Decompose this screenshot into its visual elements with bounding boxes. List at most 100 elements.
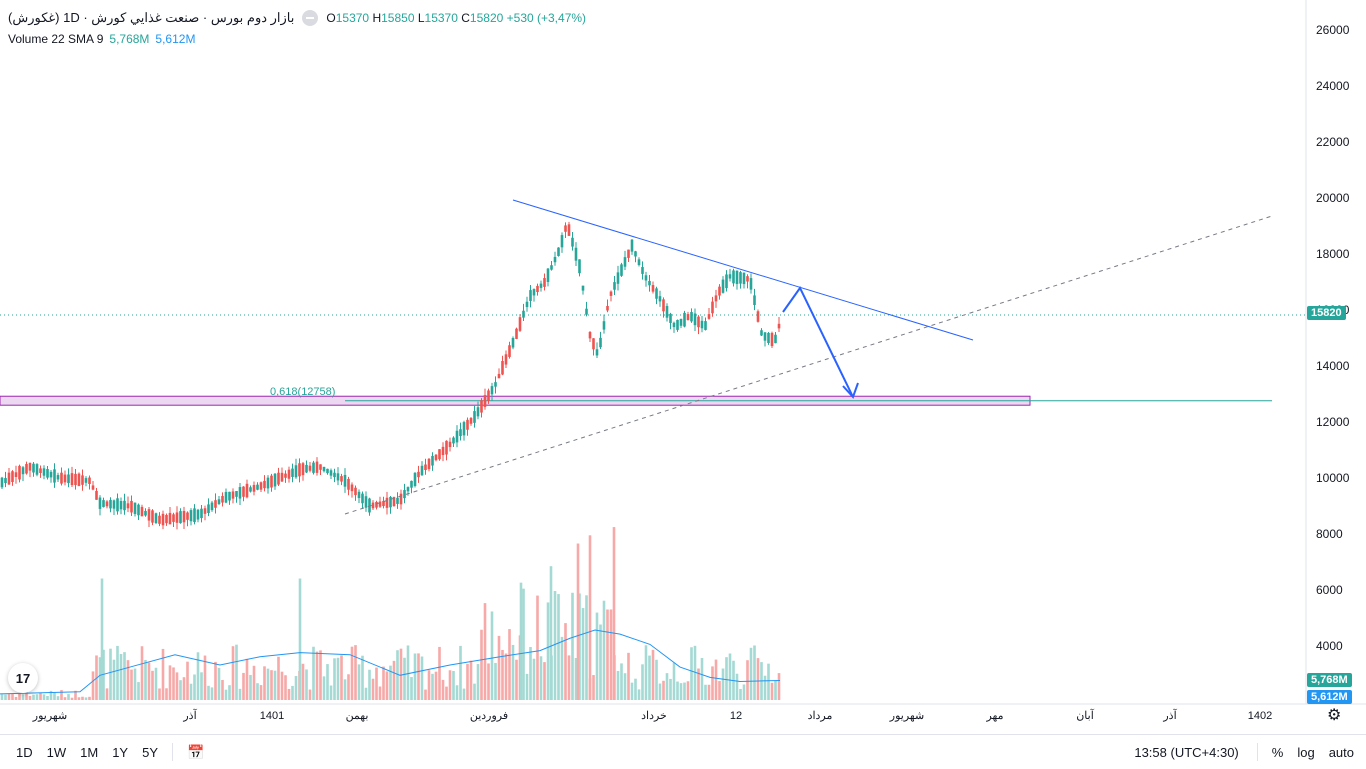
candle-body — [662, 299, 665, 312]
candle-body — [480, 400, 483, 413]
volume-bar — [39, 692, 42, 700]
candle-body — [697, 316, 700, 328]
candle-body — [578, 259, 581, 274]
x-tick-label: مرداد — [808, 710, 833, 722]
volume-bar — [770, 682, 774, 700]
volume-bar — [746, 660, 749, 700]
volume-indicator-label[interactable]: Volume 22 SMA 9 — [8, 32, 104, 46]
volume-bar — [277, 656, 280, 700]
candle-body — [7, 472, 11, 485]
volume-bar — [445, 686, 448, 700]
volume-bar — [161, 648, 165, 700]
price-chart[interactable]: 4000600080001000012000140001600018000200… — [0, 0, 1366, 734]
candle-body — [84, 478, 88, 483]
candle-body — [777, 323, 781, 329]
candle-body — [298, 463, 301, 477]
candle-body — [417, 471, 420, 478]
bottom-toolbar: 1D 1W 1M 1Y 5Y 📅 13:58 (UTC+4:30) % log … — [0, 734, 1366, 769]
symbol-title[interactable]: بازار دوم بورس · صنعت غذايي كورش · 1D (غ… — [8, 10, 295, 25]
volume-sma-line — [0, 629, 781, 695]
candle-body — [424, 464, 427, 471]
volume-bar — [539, 656, 543, 700]
candle-body — [154, 513, 158, 524]
candle-body — [305, 464, 308, 473]
candle-body — [620, 264, 623, 276]
candle-body — [466, 419, 469, 430]
volume-bar — [676, 681, 679, 700]
candle-body — [721, 279, 725, 293]
candle-body — [599, 337, 602, 348]
clock[interactable]: 13:58 (UTC+4:30) — [1134, 744, 1239, 760]
gear-icon[interactable]: ⚙ — [1327, 707, 1342, 724]
x-tick-label: شهریور — [889, 710, 924, 722]
volume-bar — [515, 659, 518, 700]
volume-bar — [294, 676, 298, 700]
volume-bar — [245, 658, 249, 700]
log-toggle[interactable]: log — [1297, 744, 1315, 760]
volume-bar — [196, 652, 200, 700]
volume-bar — [490, 611, 494, 700]
auto-toggle[interactable]: auto — [1328, 744, 1354, 760]
candle-body — [693, 313, 697, 326]
candle-body — [63, 474, 67, 483]
volume-bar — [256, 683, 259, 700]
volume-bar — [322, 676, 326, 700]
volume-bar — [144, 659, 147, 700]
volume-bar — [259, 685, 263, 700]
volume-bar — [431, 673, 434, 700]
candle-body — [315, 461, 319, 473]
candle-body — [193, 508, 196, 522]
candle-body — [623, 257, 627, 267]
candle-body — [606, 306, 609, 311]
volume-bar — [123, 652, 126, 700]
volume-bar — [357, 664, 361, 700]
volume-bar — [662, 680, 665, 700]
candle-body — [585, 308, 588, 315]
candle-body — [98, 497, 102, 509]
volume-bar — [137, 682, 140, 700]
tf-1y[interactable]: 1Y — [112, 744, 129, 760]
volume-bar — [588, 535, 592, 700]
tf-1d[interactable]: 1D — [16, 744, 33, 760]
candle-body — [277, 472, 280, 485]
candle-body — [403, 490, 406, 499]
candle-body — [550, 265, 553, 270]
candle-body — [301, 463, 305, 476]
tf-5y[interactable]: 5Y — [142, 744, 158, 760]
calendar-goto-icon[interactable]: 📅 — [187, 743, 205, 760]
volume-bar — [368, 669, 371, 700]
candle-body — [207, 504, 210, 513]
candle-body — [749, 278, 753, 290]
percent-toggle[interactable]: % — [1271, 744, 1284, 760]
volume-bar — [193, 674, 196, 700]
tradingview-logo[interactable]: 17 — [8, 663, 38, 693]
volume-bar — [697, 668, 700, 700]
x-tick-label: 12 — [730, 710, 742, 722]
volume-bar — [581, 608, 585, 700]
volume-bar — [693, 645, 697, 700]
candle-body — [704, 321, 707, 330]
candle-body — [483, 395, 487, 407]
candle-body — [763, 332, 767, 341]
candle-body — [95, 490, 98, 500]
change-value: +530 (+3,47%) — [506, 11, 587, 25]
volume-bar — [361, 655, 364, 700]
volume-bar — [519, 582, 523, 700]
volume-bar — [91, 671, 95, 700]
volume-bar — [672, 662, 676, 700]
tf-1m[interactable]: 1M — [80, 744, 99, 760]
tf-1w[interactable]: 1W — [46, 744, 67, 760]
candle-body — [249, 487, 252, 492]
volume-bar — [154, 667, 158, 700]
volume-bar — [686, 681, 690, 700]
volume-bar — [112, 659, 116, 700]
candle-body — [536, 285, 539, 293]
candle-body — [508, 345, 511, 357]
candle-body — [340, 476, 343, 482]
candle-body — [343, 474, 347, 487]
candle-body — [182, 510, 186, 523]
candle-body — [77, 473, 81, 486]
candle-body — [634, 251, 637, 257]
volume-bar — [179, 680, 182, 700]
eye-icon[interactable] — [302, 10, 319, 26]
